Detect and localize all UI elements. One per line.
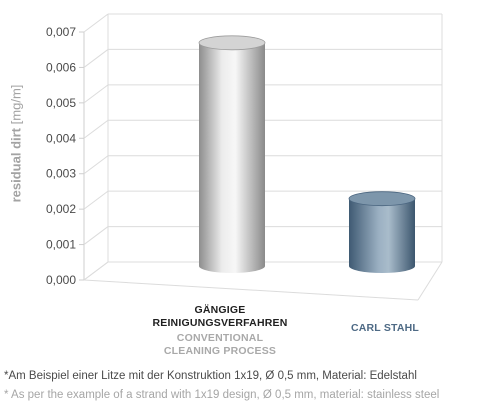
category-label-conventional-de: GÄNGIGE REINIGUNGSVERFAHREN [125, 304, 315, 330]
y-tick-label: 0,004 [46, 131, 76, 145]
y-tick-label: 0,003 [46, 167, 76, 181]
gridline-side [83, 261, 109, 281]
bar-top [348, 191, 416, 207]
gridline-side [83, 119, 109, 139]
category-label-carl-stahl: CARL STAHL [350, 322, 420, 334]
category-label-en-line1: CONVENTIONAL [176, 332, 264, 344]
y-tick-label: 0,002 [46, 202, 76, 216]
y-axis-ticks: 0,000 0,001 0,002 0,003 0,004 0,005 0,006 0,007 [46, 25, 84, 287]
footnote-german: *Am Beispiel einer Litze mit der Konstru… [4, 370, 417, 382]
y-tick-label: 0,007 [46, 25, 76, 39]
floor-front-edge [83, 279, 419, 301]
gridline-side [83, 13, 109, 33]
y-tick-label: 0,005 [46, 96, 76, 110]
y-tick-label: 0,001 [46, 238, 76, 252]
gridline-side [83, 155, 109, 175]
bar-top [198, 35, 266, 51]
category-label-de-line2: REINIGUNGSVERFAHREN [152, 317, 288, 329]
gridline-side [83, 190, 109, 210]
y-tick-label: 0,006 [46, 60, 76, 74]
bars [198, 35, 416, 273]
y-tick-label: 0,000 [46, 273, 76, 287]
gridline-side [83, 226, 109, 245]
bar-cylinder-2 [348, 191, 416, 273]
category-label-en-line2: CLEANING PROCESS [163, 345, 277, 357]
floor-right-edge [417, 261, 443, 301]
gridline-side [83, 84, 109, 104]
bar-body [349, 198, 415, 273]
bar-cylinder-1 [198, 35, 266, 273]
footnote-english: * As per the example of a strand with 1x… [4, 389, 440, 401]
category-label-conventional-en: CONVENTIONAL CLEANING PROCESS [125, 332, 315, 358]
y-axis-label: residual dirt [mg/m] [8, 84, 24, 203]
bar-body [199, 42, 265, 273]
gridline-side [83, 49, 109, 68]
category-label-de-line1: GÄNGIGE [194, 304, 246, 316]
chart-frame [83, 13, 443, 301]
